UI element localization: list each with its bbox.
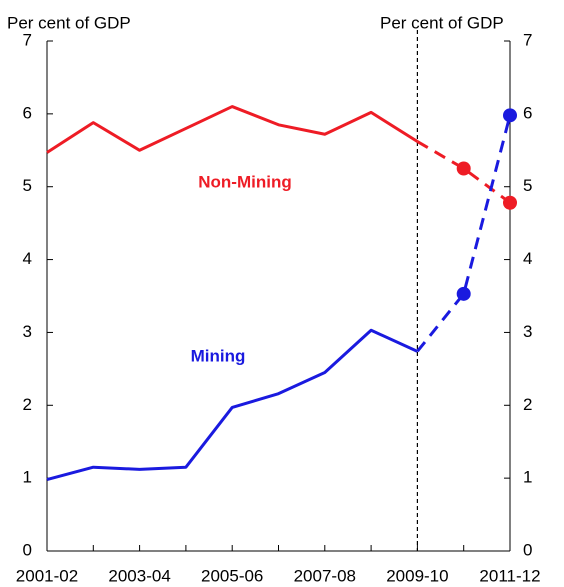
series-line xyxy=(46,328,419,482)
series-label: Mining xyxy=(191,346,246,365)
x-tick-label: 2009-10 xyxy=(386,566,448,585)
y-axis-label-right: Per cent of GDP xyxy=(380,13,504,32)
y-tick-label-left: 7 xyxy=(23,30,32,49)
series-label: Non-Mining xyxy=(198,172,291,191)
x-tick-label: 2007-08 xyxy=(294,566,356,585)
y-tick-label-right: 4 xyxy=(523,249,532,268)
y-tick-label-right: 2 xyxy=(523,395,532,414)
x-tick-label: 2011-12 xyxy=(479,566,540,585)
projection-marker xyxy=(456,286,471,301)
x-tick-label: 2003-04 xyxy=(108,566,170,585)
projection-line xyxy=(416,114,512,353)
x-tick-label: 2005-06 xyxy=(201,566,263,585)
projection-marker xyxy=(503,195,517,210)
projection-marker xyxy=(456,161,471,176)
y-tick-label-left: 6 xyxy=(23,103,32,122)
projection-marker xyxy=(503,108,517,123)
projection-line xyxy=(416,140,511,204)
y-tick-label-left: 1 xyxy=(23,468,32,487)
y-tick-label-right: 0 xyxy=(523,540,532,559)
y-tick-label-left: 4 xyxy=(23,249,32,268)
y-tick-label-right: 5 xyxy=(523,176,532,195)
y-tick-label-left: 0 xyxy=(23,540,32,559)
y-tick-label-left: 3 xyxy=(23,322,32,341)
y-tick-label-left: 5 xyxy=(23,176,32,195)
y-axis-label-left: Per cent of GDP xyxy=(7,13,131,32)
y-tick-label-right: 6 xyxy=(523,103,532,122)
y-tick-label-right: 1 xyxy=(523,468,532,487)
x-tick-label: 2001-02 xyxy=(16,566,78,585)
series-line xyxy=(46,105,419,154)
y-tick-label-left: 2 xyxy=(23,395,32,414)
y-tick-label-right: 7 xyxy=(523,30,532,49)
y-tick-label-right: 3 xyxy=(523,322,532,341)
